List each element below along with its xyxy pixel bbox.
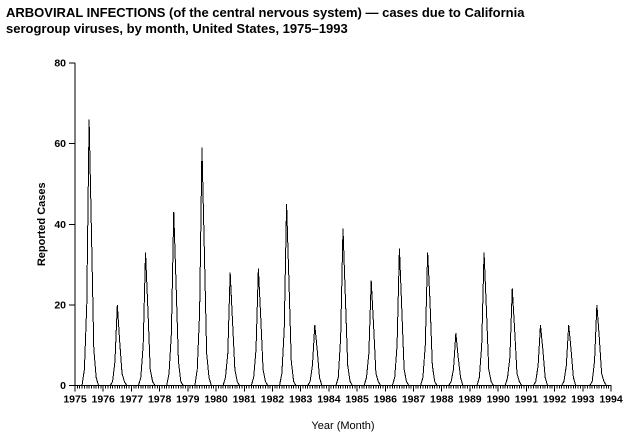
x-tick-label-1977: 1977	[120, 394, 144, 406]
y-tick-label-40: 40	[54, 219, 66, 231]
x-tick-label-1992: 1992	[543, 394, 567, 406]
x-tick-label-1991: 1991	[515, 394, 539, 406]
x-tick-label-1994: 1994	[599, 394, 623, 406]
x-tick-label-1989: 1989	[458, 394, 482, 406]
chart-title-line1: ARBOVIRAL INFECTIONS (of the central ner…	[6, 5, 525, 20]
x-tick-label-1984: 1984	[317, 394, 341, 406]
x-tick-label-1981: 1981	[233, 394, 257, 406]
y-tick-label-20: 20	[54, 299, 66, 311]
y-axis-label: Reported Cases	[36, 182, 48, 266]
chart-title: ARBOVIRAL INFECTIONS (of the central ner…	[6, 5, 634, 37]
x-tick-label-1993: 1993	[571, 394, 595, 406]
x-tick-label-1978: 1978	[148, 394, 172, 406]
x-tick-label-1982: 1982	[261, 394, 285, 406]
chart-title-line2: serogroup viruses, by month, United Stat…	[6, 21, 348, 36]
x-tick-label-1987: 1987	[402, 394, 426, 406]
x-tick-label-1979: 1979	[176, 394, 200, 406]
x-tick-label-1976: 1976	[92, 394, 116, 406]
x-tick-label-1975: 1975	[63, 394, 87, 406]
x-tick-label-1983: 1983	[289, 394, 313, 406]
x-tick-label-1980: 1980	[204, 394, 228, 406]
y-tick-label-80: 80	[54, 58, 66, 70]
x-tick-label-1986: 1986	[374, 394, 398, 406]
x-tick-label-1990: 1990	[486, 394, 510, 406]
y-tick-label-60: 60	[54, 138, 66, 150]
x-tick-label-1985: 1985	[345, 394, 369, 406]
y-tick-label-0: 0	[60, 380, 66, 392]
x-tick-label-1988: 1988	[430, 394, 454, 406]
series-line	[75, 119, 609, 386]
x-axis-label: Year (Month)	[311, 420, 374, 432]
